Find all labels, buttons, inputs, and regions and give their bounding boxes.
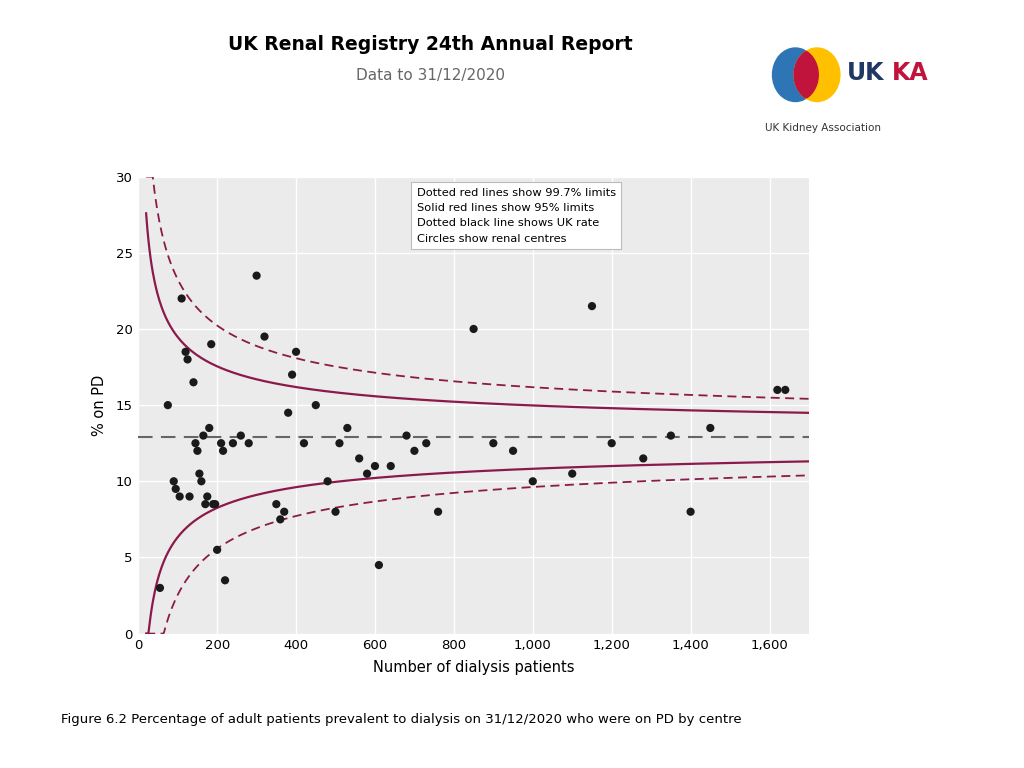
Point [173,293,189,305]
Point [209,544,225,556]
Point [191,468,208,480]
Point [249,270,265,282]
Point [430,505,446,518]
Point [280,406,296,419]
Point [181,491,198,503]
Point [199,491,215,503]
Point [205,498,221,510]
Point [213,437,229,449]
Point [418,437,434,449]
Wedge shape [796,51,818,98]
Point [177,346,194,358]
Point [288,346,304,358]
Y-axis label: % on PD: % on PD [92,375,108,435]
Text: KA: KA [892,61,928,85]
Point [358,468,375,480]
Circle shape [795,48,840,101]
Point [407,445,423,457]
Point [465,323,482,335]
Point [160,399,176,412]
Point [224,437,241,449]
Point [328,505,344,518]
Circle shape [772,48,818,101]
Point [268,498,285,510]
Point [603,437,620,449]
Point [485,437,502,449]
Point [296,437,312,449]
Point [398,429,415,442]
Point [307,399,324,412]
Text: Figure 6.2 Percentage of adult patients prevalent to dialysis on 31/12/2020 who : Figure 6.2 Percentage of adult patients … [61,713,742,726]
Point [187,437,204,449]
Point [215,445,231,457]
Point [383,460,399,472]
Point [171,491,187,503]
Point [682,505,698,518]
Point [663,429,679,442]
Point [197,498,214,510]
Point [179,353,196,366]
Point [241,437,257,449]
Point [203,338,219,350]
Point [196,429,212,442]
Point [769,384,785,396]
Text: Data to 31/12/2020: Data to 31/12/2020 [355,68,505,83]
Point [367,460,383,472]
Point [564,468,581,480]
Text: UK Kidney Association: UK Kidney Association [765,123,882,134]
Point [256,330,272,343]
Point [207,498,223,510]
Text: UK Renal Registry 24th Annual Report: UK Renal Registry 24th Annual Report [227,35,633,54]
Point [371,559,387,571]
Point [332,437,348,449]
Point [524,475,541,488]
Text: Dotted red lines show 99.7% limits
Solid red lines show 95% limits
Dotted black : Dotted red lines show 99.7% limits Solid… [417,188,615,243]
Point [272,513,289,525]
Text: UK: UK [847,61,885,85]
Point [635,452,651,465]
Point [185,376,202,389]
X-axis label: Number of dialysis patients: Number of dialysis patients [373,660,574,676]
Point [339,422,355,434]
Point [217,574,233,587]
Point [505,445,521,457]
Point [284,369,300,381]
Point [584,300,600,313]
Point [194,475,210,488]
Point [168,483,184,495]
Point [152,582,168,594]
Point [166,475,182,488]
Point [351,452,368,465]
Point [201,422,217,434]
Point [189,445,206,457]
Point [319,475,336,488]
Point [702,422,719,434]
Wedge shape [795,51,817,98]
Point [777,384,794,396]
Point [232,429,249,442]
Point [276,505,293,518]
